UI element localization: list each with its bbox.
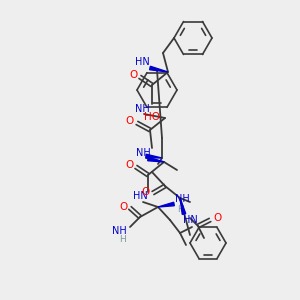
Polygon shape bbox=[158, 202, 174, 207]
Text: O: O bbox=[125, 160, 133, 170]
Text: H: H bbox=[178, 205, 184, 214]
Text: NH: NH bbox=[175, 194, 189, 204]
Text: O: O bbox=[129, 70, 137, 80]
Text: NH: NH bbox=[136, 148, 150, 158]
Text: O: O bbox=[119, 202, 127, 212]
Text: HN: HN bbox=[133, 191, 147, 201]
Text: NH: NH bbox=[135, 104, 149, 114]
Polygon shape bbox=[148, 157, 164, 162]
Text: HO: HO bbox=[144, 112, 160, 122]
Text: O: O bbox=[142, 187, 150, 197]
Text: O: O bbox=[126, 116, 134, 126]
Text: HN: HN bbox=[183, 215, 197, 225]
Text: H: H bbox=[120, 235, 126, 244]
Polygon shape bbox=[150, 66, 168, 72]
Polygon shape bbox=[180, 198, 186, 214]
Text: NH: NH bbox=[112, 226, 126, 236]
Text: HN: HN bbox=[135, 57, 149, 67]
Polygon shape bbox=[146, 154, 162, 158]
Text: O: O bbox=[214, 213, 222, 223]
